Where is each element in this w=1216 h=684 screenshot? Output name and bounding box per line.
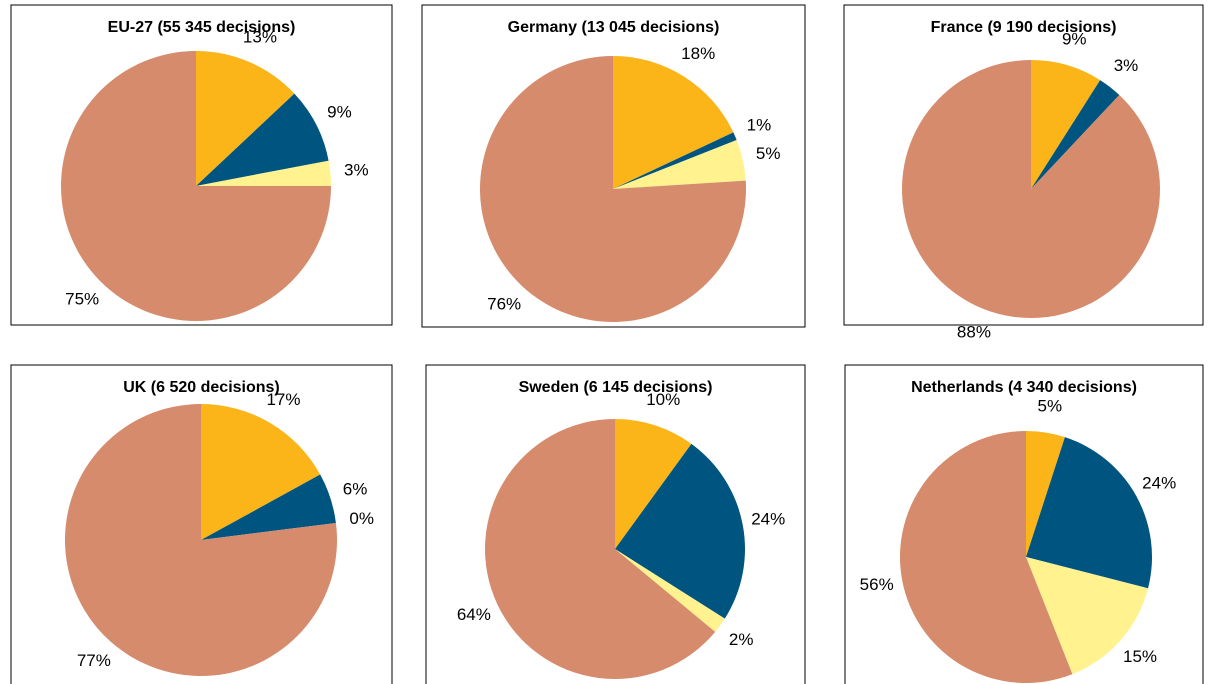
slice-label: 13%: [243, 28, 277, 47]
slice-label: 18%: [681, 44, 715, 63]
slice-label: 24%: [751, 509, 785, 528]
pie-slice: [196, 51, 295, 186]
pie-slice: [1026, 431, 1065, 557]
pie-slice: [613, 132, 737, 189]
slice-label: 5%: [1037, 396, 1062, 415]
pie-slice: [613, 140, 746, 189]
panel-title: UK (6 520 decisions): [123, 379, 280, 396]
pie-slice: [196, 93, 329, 186]
slice-label: 9%: [327, 102, 352, 121]
slice-label: 2%: [729, 630, 754, 649]
panel-title: EU-27 (55 345 decisions): [108, 19, 296, 36]
pie-slice: [196, 160, 331, 186]
slice-label: 75%: [65, 289, 99, 308]
panel-title: Netherlands (4 340 decisions): [911, 379, 1137, 396]
slice-label: 24%: [1142, 473, 1176, 492]
pie-slice: [1026, 437, 1152, 589]
pie-slice: [902, 60, 1160, 318]
slice-label: 64%: [457, 605, 491, 624]
slice-label: 76%: [487, 294, 521, 313]
slice-label: 15%: [1123, 647, 1157, 666]
pie-slice: [613, 56, 734, 189]
slice-label: 3%: [1114, 56, 1139, 75]
slice-label: 88%: [957, 323, 991, 342]
slice-label: 3%: [344, 160, 369, 179]
slice-label: 9%: [1062, 30, 1087, 49]
pie-slice: [201, 404, 321, 540]
pie-slice: [1031, 60, 1101, 189]
panel-title: France (9 190 decisions): [931, 19, 1117, 36]
panel-frame: [10, 364, 393, 684]
pie-slice: [615, 443, 745, 619]
slice-label: 17%: [266, 390, 300, 409]
pie-slice: [485, 419, 716, 679]
panel-frame: [844, 364, 1204, 684]
slice-label: 56%: [860, 575, 894, 594]
pie-slice: [201, 474, 336, 540]
panel-frame: [421, 4, 806, 328]
pie-slice: [615, 549, 725, 632]
slice-label: 5%: [756, 144, 781, 163]
pie-slice: [900, 431, 1073, 683]
slice-label: 0%: [349, 509, 374, 528]
panel-frame: [843, 4, 1204, 326]
pie-slice: [1031, 80, 1120, 189]
pie-slice: [1026, 557, 1149, 675]
panel-title: Sweden (6 145 decisions): [519, 379, 713, 396]
slice-label: 77%: [77, 651, 111, 670]
pie-slice: [615, 419, 692, 549]
slice-label: 6%: [343, 479, 368, 498]
pie-slice: [480, 56, 746, 323]
pie-slice: [65, 404, 338, 676]
panel-frame: [10, 4, 393, 326]
slice-label: 10%: [646, 390, 680, 409]
pie-slice: [61, 51, 331, 321]
panel-title: Germany (13 045 decisions): [508, 19, 720, 36]
panel-frame: [425, 364, 806, 684]
slice-label: 1%: [747, 115, 772, 134]
